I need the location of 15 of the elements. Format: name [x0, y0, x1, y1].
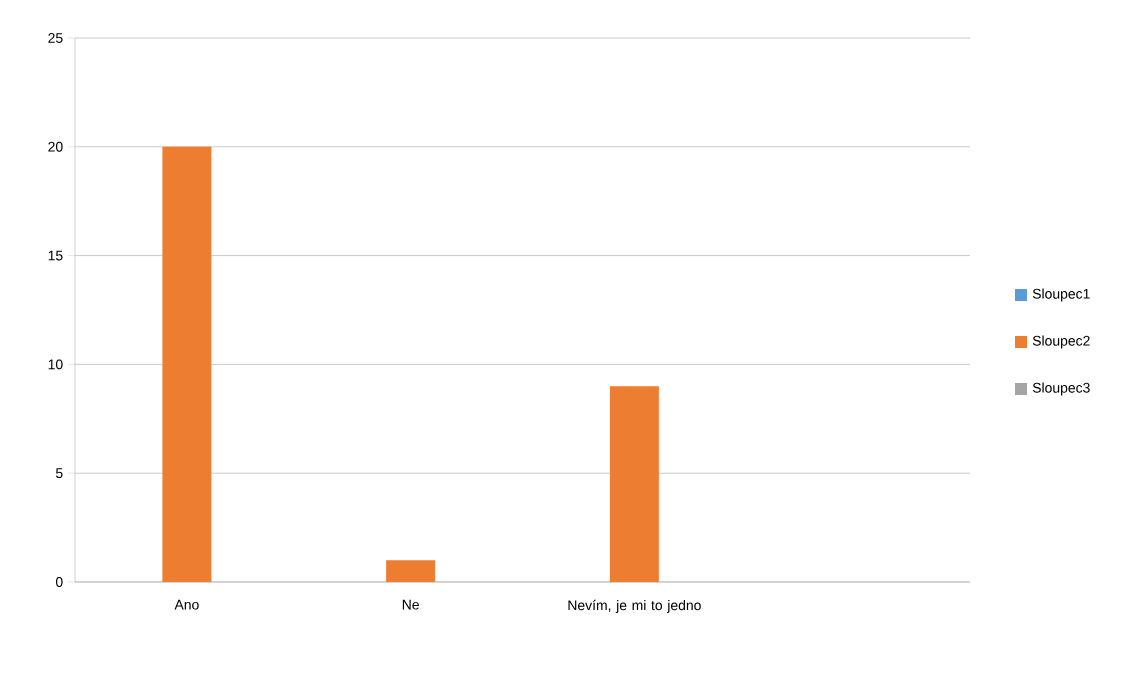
y-tick-label: 5: [55, 468, 63, 479]
bar: [162, 146, 212, 582]
y-tick-label: 25: [48, 33, 63, 43]
x-tick-label: Ano: [174, 599, 199, 610]
y-tick-label: 10: [48, 359, 63, 370]
y-tick-label: 20: [48, 141, 63, 152]
x-tick-label: Ne: [402, 599, 419, 610]
y-tick-label: 0: [55, 577, 63, 587]
bar: [386, 560, 436, 582]
legend-label: Sloupec2: [1032, 335, 1090, 349]
bar: [609, 386, 659, 582]
legend-label: Sloupec3: [1032, 382, 1090, 396]
y-tick-label: 15: [48, 250, 63, 261]
legend-label: Sloupec1: [1032, 288, 1090, 302]
x-tick-label: Nevím, je mi to jedno: [568, 599, 701, 613]
